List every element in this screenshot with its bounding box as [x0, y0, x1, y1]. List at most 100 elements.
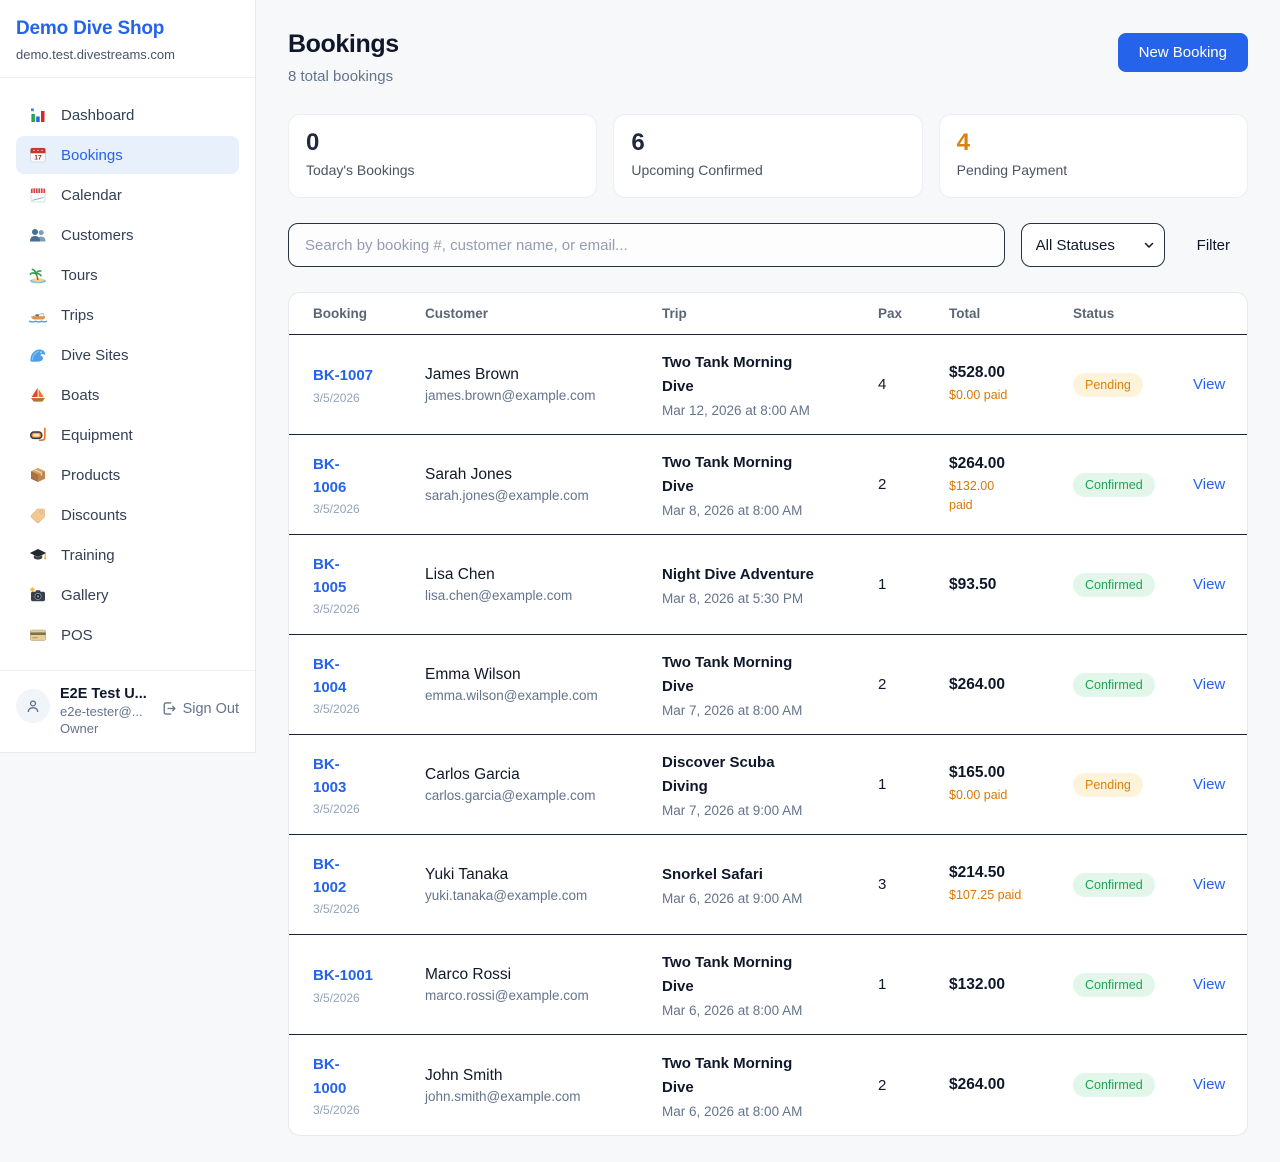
booking-cell: BK-1001 3/5/2026: [313, 964, 425, 1004]
new-booking-button[interactable]: New Booking: [1117, 33, 1248, 72]
boats-icon: [28, 385, 48, 405]
trip-datetime: Mar 8, 2026 at 5:30 PM: [662, 591, 804, 606]
actions-cell: View: [1193, 676, 1225, 694]
booking-date: 3/5/2026: [313, 390, 360, 405]
sidebar-item-label: Dive Sites: [61, 346, 129, 364]
booking-number-link[interactable]: BK- 1006: [313, 455, 347, 496]
sidebar-item-label: Customers: [61, 226, 134, 244]
trip-cell: Two Tank Morning Dive Mar 12, 2026 at 8:…: [662, 351, 878, 418]
customer-name: Yuki Tanaka: [425, 866, 509, 883]
view-link[interactable]: View: [1193, 675, 1226, 693]
booking-date: 3/5/2026: [313, 602, 360, 617]
booking-number-link[interactable]: BK- 1003: [313, 755, 347, 796]
total-cell: $93.50: [949, 576, 1073, 594]
status-select[interactable]: All Statuses: [1020, 223, 1165, 267]
total-cell: $264.00: [949, 1076, 1073, 1094]
bookings-table-body: BK-1007 3/5/2026 James Brown james.brown…: [289, 335, 1247, 1135]
sidebar-item-tours[interactable]: Tours: [16, 256, 239, 294]
customer-email: carlos.garcia@example.com: [425, 788, 596, 803]
trip-name: Two Tank Morning Dive: [662, 1054, 793, 1096]
pax-value: 4: [878, 376, 887, 393]
booking-cell: BK- 1006 3/5/2026: [313, 453, 425, 517]
sign-out-button[interactable]: Sign Out: [160, 700, 239, 717]
customer-cell: Lisa Chen lisa.chen@example.com: [425, 566, 662, 603]
table-header-row: Booking Customer Trip Pax Total Status: [289, 293, 1247, 335]
booking-number-link[interactable]: BK- 1000: [313, 1056, 347, 1097]
paid-amount: $107.25 paid: [949, 888, 1022, 903]
search-input[interactable]: [288, 223, 1005, 267]
column-header-total: Total: [949, 306, 981, 321]
sidebar-item-label: Tours: [61, 266, 98, 284]
total-cell: $528.00 $0.00 paid: [949, 364, 1073, 405]
booking-date: 3/5/2026: [313, 502, 360, 517]
status-cell: Pending: [1073, 772, 1193, 797]
sidebar-item-label: Calendar: [61, 186, 122, 204]
view-link[interactable]: View: [1193, 975, 1226, 993]
sidebar-item-gallery[interactable]: Gallery: [16, 576, 239, 614]
stat-card-todays-bookings: 0 Today's Bookings: [288, 114, 598, 198]
view-link[interactable]: View: [1193, 1076, 1226, 1093]
booking-number-link[interactable]: BK- 1005: [313, 555, 347, 596]
status-cell: Confirmed: [1073, 972, 1193, 997]
dive-sites-icon: [28, 345, 48, 365]
sidebar-item-calendar[interactable]: Calendar: [16, 176, 239, 214]
sidebar: Demo Dive Shop demo.test.divestreams.com…: [0, 0, 256, 753]
sidebar-item-discounts[interactable]: Discounts: [16, 496, 239, 534]
sidebar-item-label: Gallery: [61, 586, 109, 604]
sidebar-item-products[interactable]: Products: [16, 456, 239, 494]
sidebar-item-dashboard[interactable]: Dashboard: [16, 96, 239, 134]
filter-button[interactable]: Filter: [1181, 237, 1248, 254]
paid-amount: $132.00 paid: [949, 478, 995, 512]
total-amount: $264.00: [949, 1076, 1006, 1093]
total-cell: $264.00 $132.00 paid: [949, 455, 1073, 515]
shop-domain: demo.test.divestreams.com: [16, 47, 175, 62]
view-link[interactable]: View: [1193, 475, 1226, 493]
status-cell: Confirmed: [1073, 472, 1193, 497]
status-badge: Pending: [1073, 772, 1143, 797]
view-link[interactable]: View: [1193, 875, 1226, 893]
paid-amount: $0.00 paid: [949, 388, 1008, 403]
booking-number-link[interactable]: BK-1007: [313, 367, 374, 385]
view-link[interactable]: View: [1193, 575, 1226, 593]
sidebar-item-equipment[interactable]: Equipment: [16, 416, 239, 454]
sidebar-item-training[interactable]: Training: [16, 536, 239, 574]
table-row: BK- 1003 3/5/2026 Carlos Garcia carlos.g…: [289, 735, 1247, 835]
column-header-pax: Pax: [878, 306, 903, 321]
booking-number-link[interactable]: BK- 1004: [313, 655, 347, 696]
sidebar-item-label: Products: [61, 466, 121, 484]
filter-row: All Statuses Filter: [288, 223, 1248, 267]
sign-out-label: Sign Out: [182, 700, 239, 717]
customer-email: yuki.tanaka@example.com: [425, 888, 588, 903]
booking-number-link[interactable]: BK- 1002: [313, 855, 347, 896]
stat-value: 6: [631, 129, 645, 156]
bookings-table: Booking Customer Trip Pax Total Status B…: [288, 292, 1248, 1136]
trip-cell: Two Tank Morning Dive Mar 7, 2026 at 8:0…: [662, 651, 878, 718]
trip-name: Two Tank Morning Dive: [662, 654, 793, 695]
actions-cell: View: [1193, 476, 1225, 494]
sidebar-item-boats[interactable]: Boats: [16, 376, 239, 414]
pos-icon: [28, 625, 48, 645]
status-select-wrap: All Statuses: [1020, 223, 1165, 267]
trip-datetime: Mar 12, 2026 at 8:00 AM: [662, 403, 810, 418]
sidebar-item-pos[interactable]: POS: [16, 616, 239, 654]
booking-cell: BK- 1002 3/5/2026: [313, 853, 425, 917]
sidebar-item-dive-sites[interactable]: Dive Sites: [16, 336, 239, 374]
actions-cell: View: [1193, 876, 1225, 894]
trip-datetime: Mar 6, 2026 at 9:00 AM: [662, 891, 803, 906]
stat-label: Today's Bookings: [306, 161, 415, 178]
view-link[interactable]: View: [1193, 375, 1226, 393]
sidebar-item-label: Trips: [61, 306, 94, 324]
column-header-trip: Trip: [662, 306, 687, 321]
booking-number-link[interactable]: BK-1001: [313, 967, 374, 985]
customer-email: sarah.jones@example.com: [425, 488, 589, 503]
sidebar-item-customers[interactable]: Customers: [16, 216, 239, 254]
view-link[interactable]: View: [1193, 775, 1226, 793]
status-badge: Confirmed: [1073, 472, 1155, 497]
status-badge: Confirmed: [1073, 572, 1155, 597]
total-amount: $264.00: [949, 675, 1006, 693]
customer-name: Emma Wilson: [425, 666, 521, 683]
booking-cell: BK- 1000 3/5/2026: [313, 1053, 425, 1117]
sidebar-item-trips[interactable]: Trips: [16, 296, 239, 334]
sidebar-item-bookings[interactable]: 17 Bookings: [16, 136, 239, 174]
trip-cell: Two Tank Morning Dive Mar 8, 2026 at 8:0…: [662, 451, 878, 518]
